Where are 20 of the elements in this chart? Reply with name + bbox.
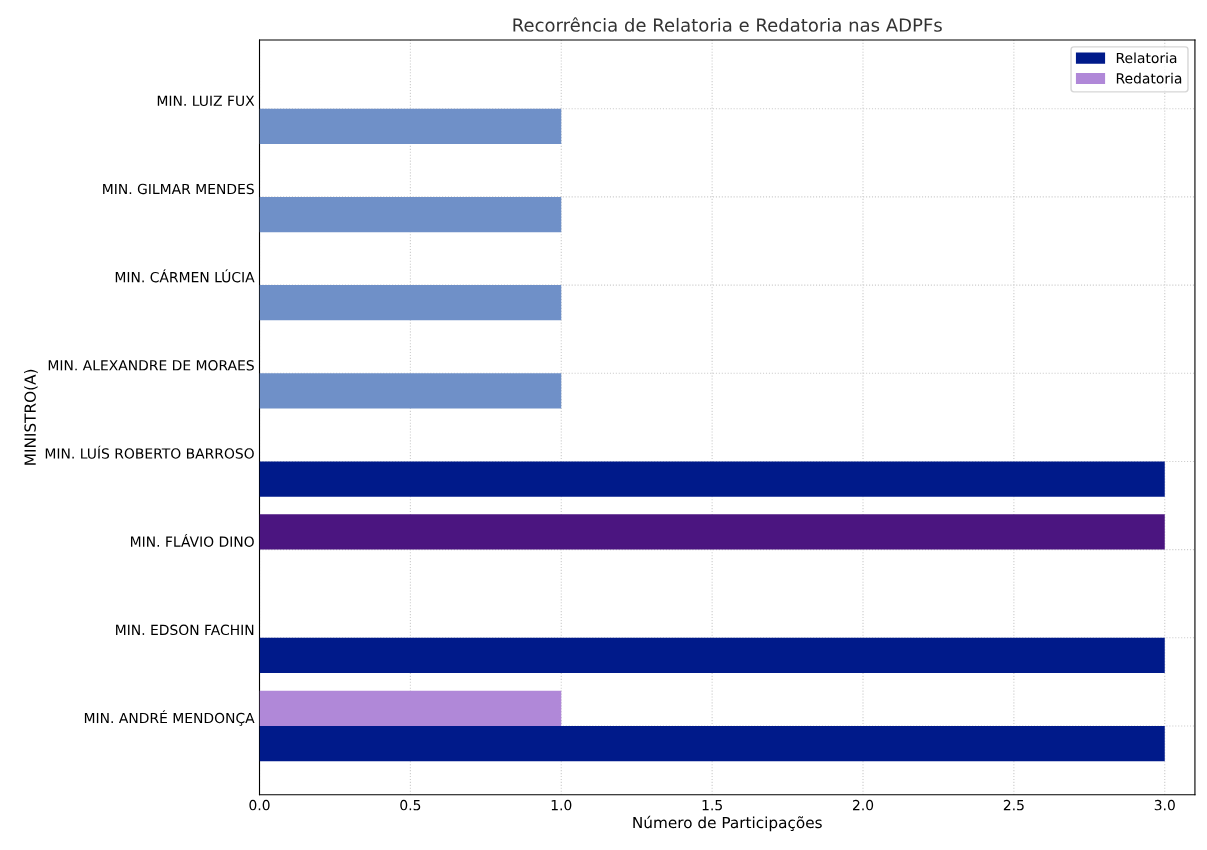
x-tick-label: 2.5 [1003, 799, 1024, 811]
y-tick-label: MIN. EDSON FACHIN [116, 624, 254, 636]
x-tick-label: 3.0 [1154, 799, 1175, 811]
y-tick-label: MIN. ALEXANDRE DE MORAES [48, 360, 254, 371]
x-tick-label: 0.5 [400, 799, 421, 811]
y-tick-label: MIN. LUÍS ROBERTO BARROSO [45, 445, 254, 459]
y-axis-title: MINISTRO(A) [24, 369, 38, 465]
legend-label: Relatoria [1116, 52, 1177, 64]
chart-title: Recorrência de Relatoria e Redatoria nas ADPFs [513, 17, 942, 32]
x-tick-label: 0.0 [249, 799, 270, 811]
x-tick-label: 1.5 [702, 800, 722, 811]
legend-label: Redatoria [1116, 72, 1182, 84]
y-tick-label: MIN. FLÁVIO DINO [130, 533, 254, 547]
y-tick-label: MIN. CÁRMEN LÚCIA [115, 269, 255, 283]
y-tick-label: MIN. ANDRÉ MENDONÇA [84, 710, 255, 726]
x-axis-title: Número de Participações [633, 815, 822, 832]
x-tick-label: 1.0 [551, 799, 572, 811]
y-tick-label: MIN. GILMAR MENDES [103, 183, 254, 195]
x-tick-label: 2.0 [852, 799, 874, 811]
y-tick-label: MIN. LUIZ FUX [157, 95, 255, 107]
